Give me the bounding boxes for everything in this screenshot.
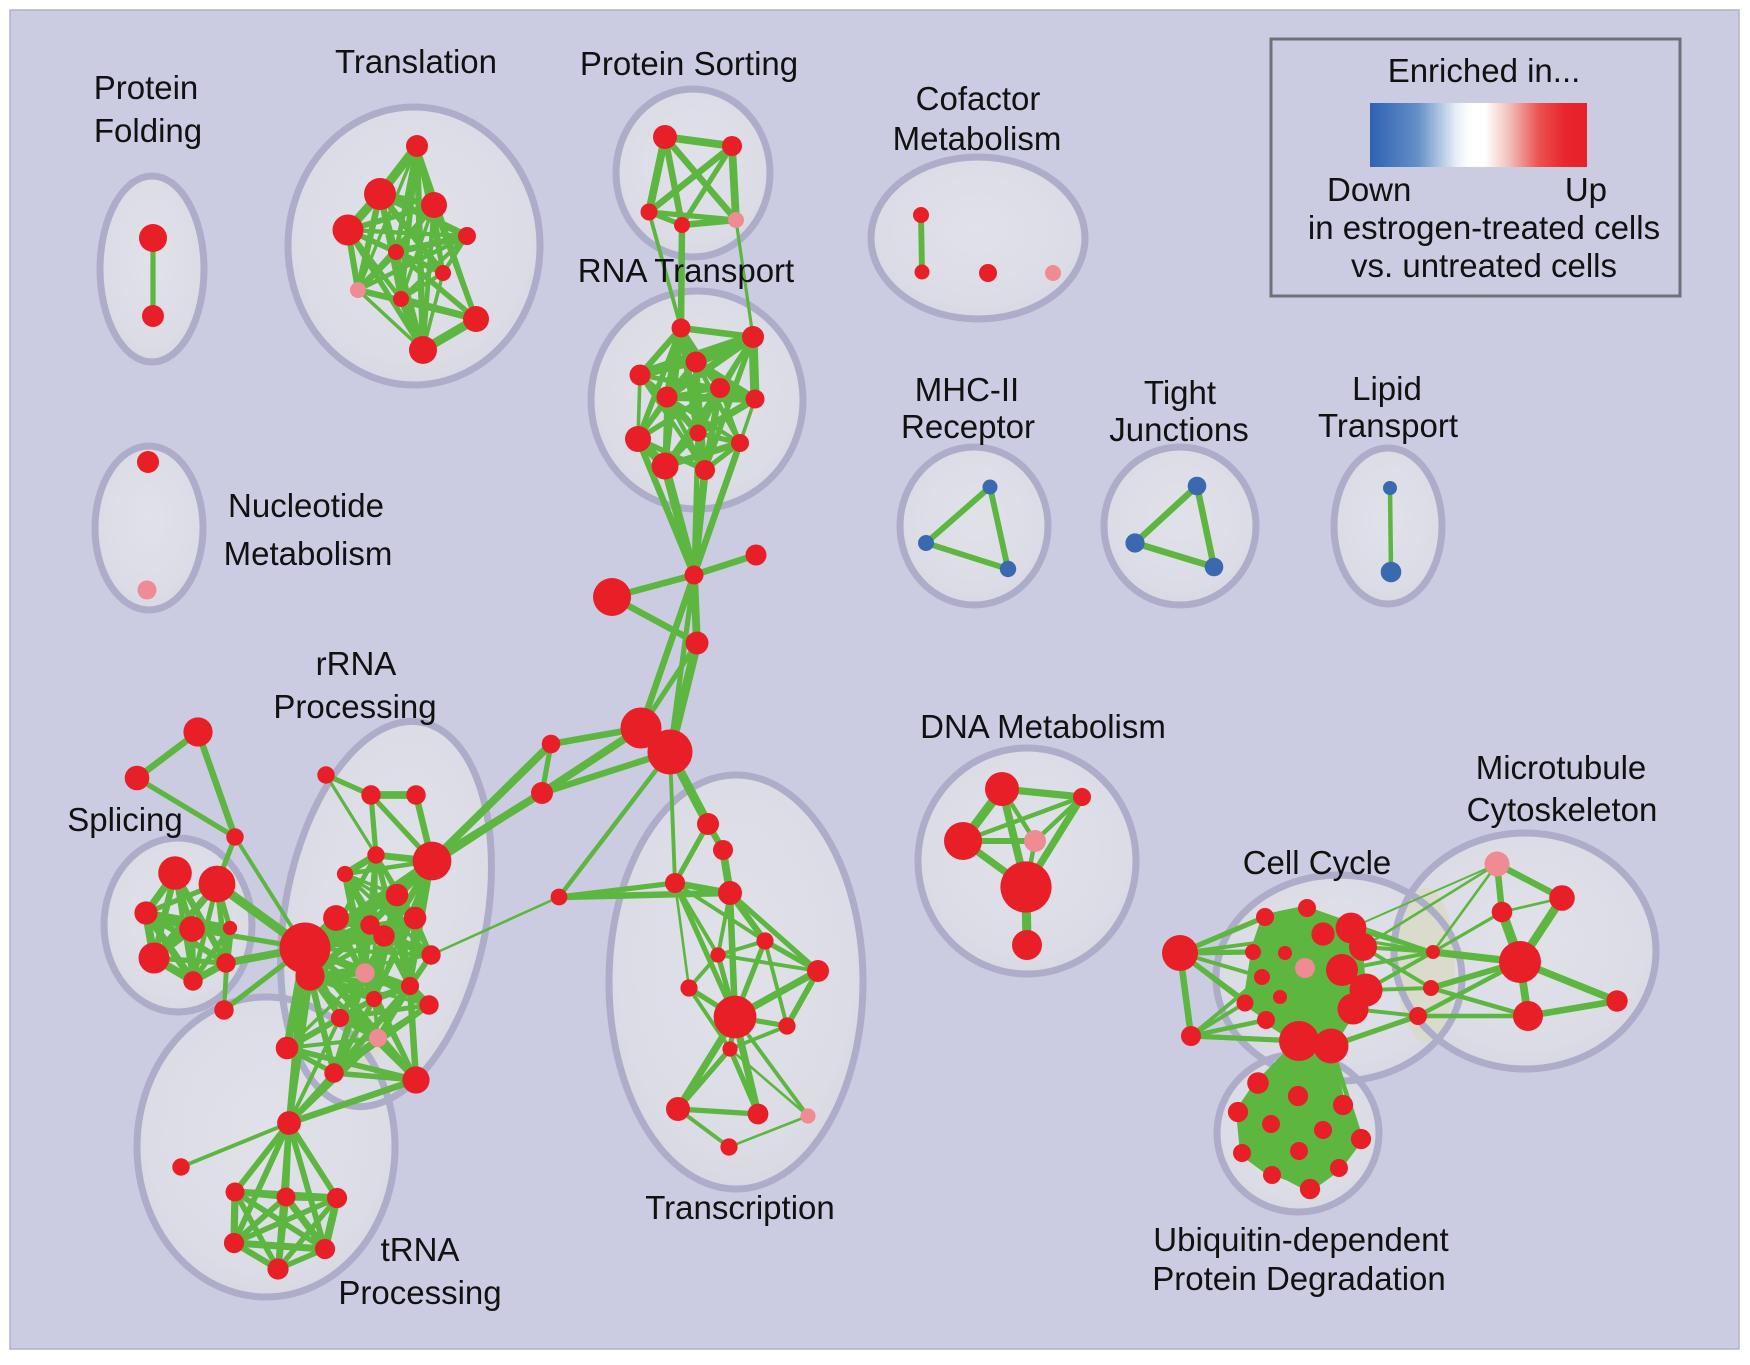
svg-text:Transport: Transport: [1318, 407, 1458, 444]
svg-text:Up: Up: [1565, 171, 1607, 208]
svg-text:Processing: Processing: [273, 688, 436, 725]
svg-text:Ubiquitin-dependent: Ubiquitin-dependent: [1153, 1221, 1448, 1258]
svg-text:tRNA: tRNA: [381, 1231, 460, 1268]
svg-text:Splicing: Splicing: [67, 801, 183, 838]
svg-text:Enriched in...: Enriched in...: [1388, 52, 1581, 89]
svg-text:Transcription: Transcription: [645, 1189, 835, 1226]
svg-text:Metabolism: Metabolism: [893, 120, 1062, 157]
svg-text:Cofactor: Cofactor: [916, 80, 1041, 117]
svg-text:Cell Cycle: Cell Cycle: [1243, 844, 1392, 881]
svg-text:Lipid: Lipid: [1352, 370, 1422, 407]
svg-text:in estrogen-treated cells: in estrogen-treated cells: [1308, 209, 1660, 246]
svg-text:vs. untreated cells: vs. untreated cells: [1351, 247, 1617, 284]
svg-text:Tight: Tight: [1144, 374, 1216, 411]
svg-text:DNA Metabolism: DNA Metabolism: [920, 708, 1166, 745]
svg-text:Processing: Processing: [338, 1274, 501, 1311]
svg-text:MHC-II: MHC-II: [915, 371, 1019, 408]
svg-text:rRNA: rRNA: [316, 645, 397, 682]
svg-text:Junctions: Junctions: [1109, 411, 1248, 448]
svg-text:Receptor: Receptor: [901, 408, 1035, 445]
svg-text:Protein Degradation: Protein Degradation: [1152, 1260, 1446, 1297]
svg-text:Protein Sorting: Protein Sorting: [580, 45, 798, 82]
svg-text:Cytoskeleton: Cytoskeleton: [1467, 791, 1658, 828]
svg-text:Down: Down: [1327, 171, 1411, 208]
svg-text:Metabolism: Metabolism: [224, 535, 393, 572]
svg-text:Microtubule: Microtubule: [1476, 749, 1647, 786]
svg-text:Folding: Folding: [94, 112, 202, 149]
svg-text:Protein: Protein: [94, 69, 199, 106]
svg-text:RNA Transport: RNA Transport: [578, 252, 794, 289]
svg-text:Nucleotide: Nucleotide: [228, 487, 384, 524]
svg-text:Translation: Translation: [335, 43, 497, 80]
